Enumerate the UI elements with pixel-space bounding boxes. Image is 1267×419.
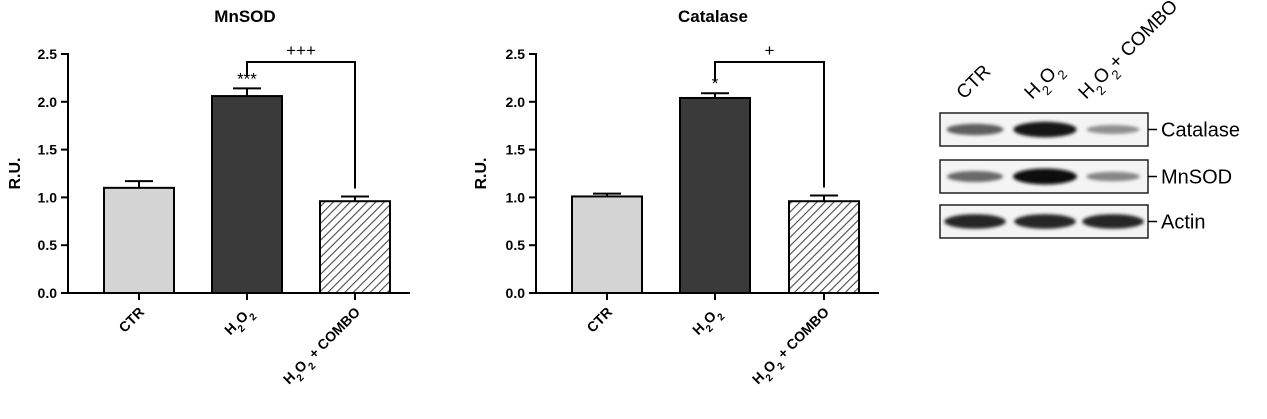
- category-label-1: H2O2: [689, 303, 727, 341]
- lane-label-2-tail: + COMBO: [1105, 0, 1182, 73]
- lane-label-1-post: O: [1036, 63, 1061, 88]
- category-label-2-tail: + COMBO: [772, 304, 833, 365]
- y-tick-label: 0.0: [506, 285, 526, 301]
- significance-plus: +: [765, 41, 775, 60]
- y-tick-label: 2.5: [38, 46, 58, 62]
- significance-stars: *: [712, 74, 719, 93]
- y-tick-label: 2.0: [38, 94, 58, 110]
- lane-label-2: H2O2+ COMBO: [1075, 0, 1186, 107]
- blot-band-0-1: [1013, 121, 1077, 138]
- y-tick-label: 1.0: [506, 189, 526, 205]
- blot-band-2-2: [1082, 214, 1144, 229]
- category-label-0-main: CTR: [583, 304, 615, 336]
- y-tick-label: 2.0: [506, 94, 526, 110]
- category-label-0: CTR: [115, 304, 147, 336]
- category-label-1: H2O2: [221, 303, 259, 341]
- chart-title: MnSOD: [214, 7, 275, 26]
- bar-1: [679, 96, 751, 294]
- category-label-2: H2O2 + COMBO: [749, 304, 836, 391]
- lane-label-2-post: O: [1090, 63, 1115, 88]
- y-tick-label: 1.5: [38, 142, 58, 158]
- y-tick-label: 1.0: [38, 189, 58, 205]
- bar-2: [319, 200, 391, 294]
- significance-bracket: [714, 61, 825, 188]
- y-tick-label: 2.5: [506, 46, 526, 62]
- blot-band-1-2: [1086, 171, 1140, 182]
- y-axis-label: R.U.: [7, 158, 24, 190]
- y-tick-label: 0.5: [506, 237, 526, 253]
- mnsod-chart: MnSOD R.U. 0.0 0.5 1.0 1.5 2.0 2.5 CTR H2O2 H2O2 +…: [7, 7, 410, 391]
- lane-label-1: H2O2: [1021, 58, 1070, 107]
- category-label-0-main: CTR: [115, 304, 147, 336]
- category-label-2: H2O2 + COMBO: [280, 304, 367, 391]
- blot-row-label-2: Actin: [1161, 212, 1205, 234]
- y-tick-label: 1.5: [506, 142, 526, 158]
- blot-band-0-0: [946, 123, 1004, 136]
- bar-0: [571, 195, 643, 294]
- blot-band-0-2: [1086, 125, 1140, 134]
- blot-row-label-1: MnSOD: [1161, 167, 1232, 189]
- lane-label-0: CTR: [953, 61, 995, 103]
- bar-2: [788, 200, 860, 294]
- category-label-2-tail: + COMBO: [303, 304, 364, 365]
- significance-plus: +++: [286, 41, 316, 60]
- bar-1: [211, 95, 283, 295]
- significance-bracket: [246, 61, 356, 189]
- y-tick-label: 0.0: [38, 285, 58, 301]
- blot-band-1-1: [1013, 168, 1077, 185]
- blot-band-1-0: [947, 171, 1003, 182]
- blot-band-2-0: [944, 214, 1006, 229]
- blot-band-2-1: [1014, 214, 1076, 229]
- significance-stars: ***: [237, 69, 257, 88]
- chart-title: Catalase: [678, 7, 748, 26]
- bar-0: [103, 186, 175, 294]
- blot-row-label-0: Catalase: [1161, 120, 1240, 142]
- y-tick-label: 0.5: [38, 237, 58, 253]
- catalase-chart: Catalase R.U. 0.0 0.5 1.0 1.5 2.0 2.5 CTR H2O2 H2O…: [473, 7, 879, 391]
- y-axis-label: R.U.: [473, 158, 490, 190]
- category-label-0: CTR: [583, 304, 615, 336]
- lane-label-0-main: CTR: [953, 61, 995, 103]
